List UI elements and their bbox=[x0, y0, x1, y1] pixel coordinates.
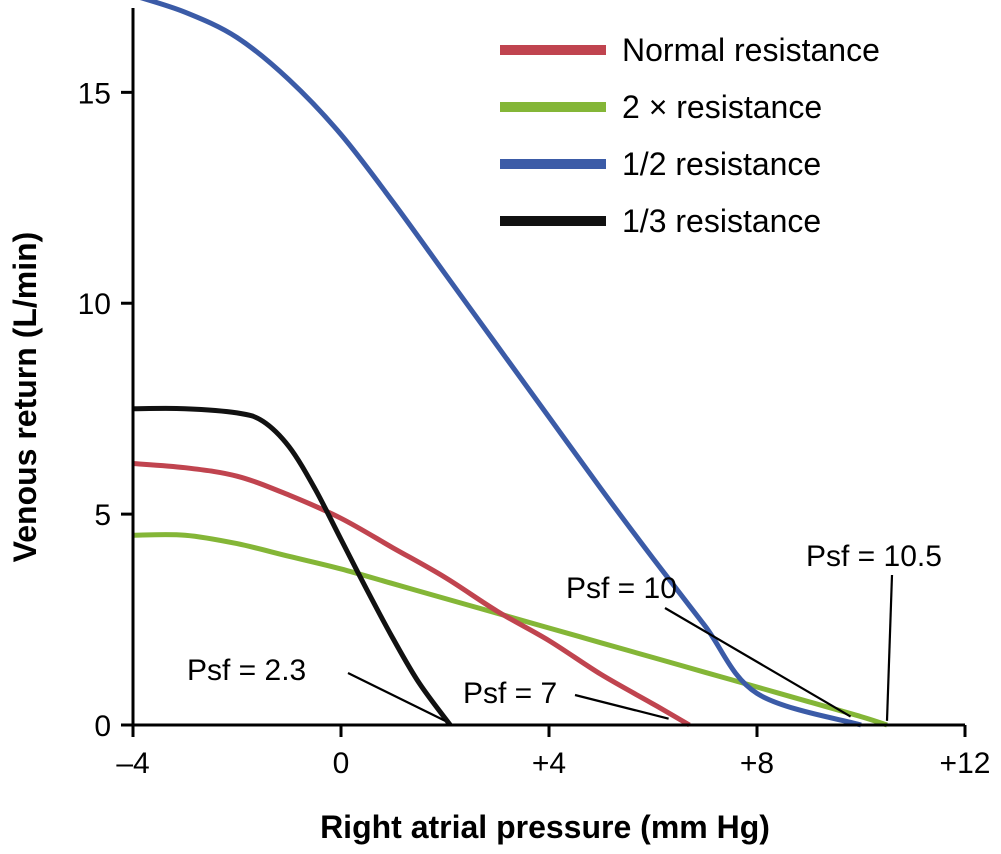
series-line-2-resistance bbox=[132, 532, 888, 728]
annotation-leader-line bbox=[347, 672, 446, 722]
x-tick-label: 0 bbox=[333, 747, 350, 780]
annotation-leader-line bbox=[664, 607, 852, 718]
annotation-label: Psf = 2.3 bbox=[187, 654, 306, 687]
annotation-texts: Psf = 2.3 Psf = 7 Psf = 10 Psf = 10.5 bbox=[187, 540, 942, 710]
annotation-leader-line bbox=[885, 574, 894, 721]
legend-label: 1/2 resistance bbox=[622, 146, 821, 182]
legend: Normal resistance 2 × resistance 1/2 resis… bbox=[500, 32, 880, 239]
x-tick-label: –4 bbox=[116, 747, 149, 780]
annotation-leader-line bbox=[574, 693, 669, 720]
y-tick-label: 10 bbox=[78, 288, 111, 321]
legend-label: Normal resistance bbox=[622, 32, 880, 68]
x-tick-label: +4 bbox=[532, 747, 566, 780]
annotation-label: Psf = 10 bbox=[566, 572, 677, 605]
series-line-1-2-resistance bbox=[139, 0, 862, 728]
x-tick-label: +8 bbox=[740, 747, 774, 780]
y-tick-label: 5 bbox=[94, 499, 111, 532]
series-line-normal-resistance bbox=[132, 461, 691, 728]
axes bbox=[131, 8, 965, 727]
legend-label: 1/3 resistance bbox=[622, 203, 821, 239]
annotation-label: Psf = 10.5 bbox=[806, 540, 942, 573]
x-axis-title: Right atrial pressure (mm Hg) bbox=[320, 809, 770, 845]
annotation-label: Psf = 7 bbox=[463, 677, 557, 710]
annotation-leaders bbox=[347, 574, 894, 722]
y-axis-title: Venous return (L/min) bbox=[7, 232, 43, 563]
series-line-1-3-resistance bbox=[132, 405, 453, 727]
y-tick-label: 0 bbox=[94, 710, 111, 743]
y-tick-label: 15 bbox=[78, 77, 111, 110]
x-tick-label: +12 bbox=[940, 747, 991, 780]
legend-label: 2 × resistance bbox=[622, 89, 822, 125]
plot-lines bbox=[132, 0, 888, 728]
